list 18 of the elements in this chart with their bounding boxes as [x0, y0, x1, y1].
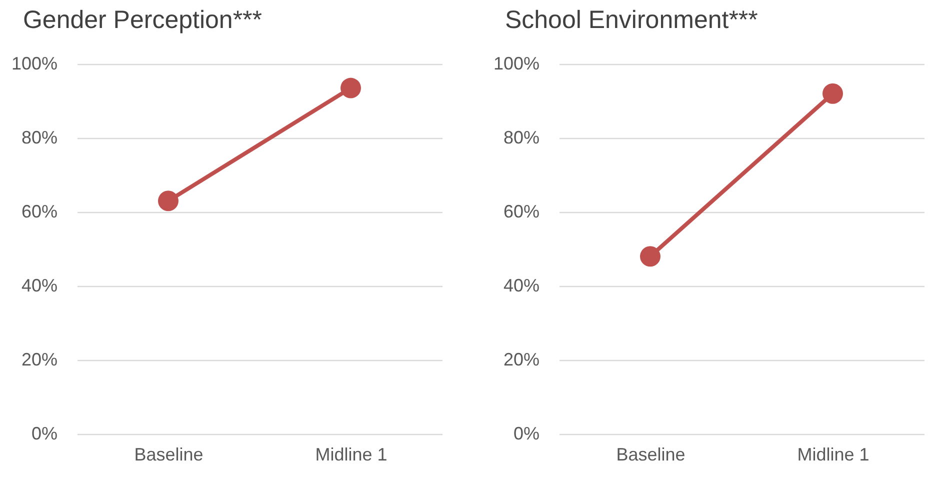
x-tick-label: Baseline	[616, 444, 686, 464]
x-tick-label: Baseline	[134, 444, 204, 464]
x-tick-label: Midline 1	[315, 444, 388, 464]
y-tick-label: 0%	[513, 424, 540, 444]
y-tick-label: 20%	[21, 350, 58, 370]
y-tick-label: 80%	[21, 128, 58, 148]
chart-title: School Environment***	[504, 6, 758, 34]
y-tick-label: 40%	[503, 276, 540, 296]
x-tick-label: Midline 1	[797, 444, 870, 464]
y-tick-label: 40%	[21, 276, 58, 296]
y-tick-label: 100%	[11, 54, 58, 74]
y-tick-label: 20%	[503, 350, 540, 370]
y-tick-label: 80%	[503, 128, 540, 148]
y-tick-label: 100%	[493, 54, 540, 74]
y-tick-label: 60%	[503, 202, 540, 222]
y-tick-label: 60%	[21, 202, 58, 222]
chart-title: Gender Perception***	[22, 6, 262, 34]
y-tick-label: 0%	[31, 424, 58, 444]
